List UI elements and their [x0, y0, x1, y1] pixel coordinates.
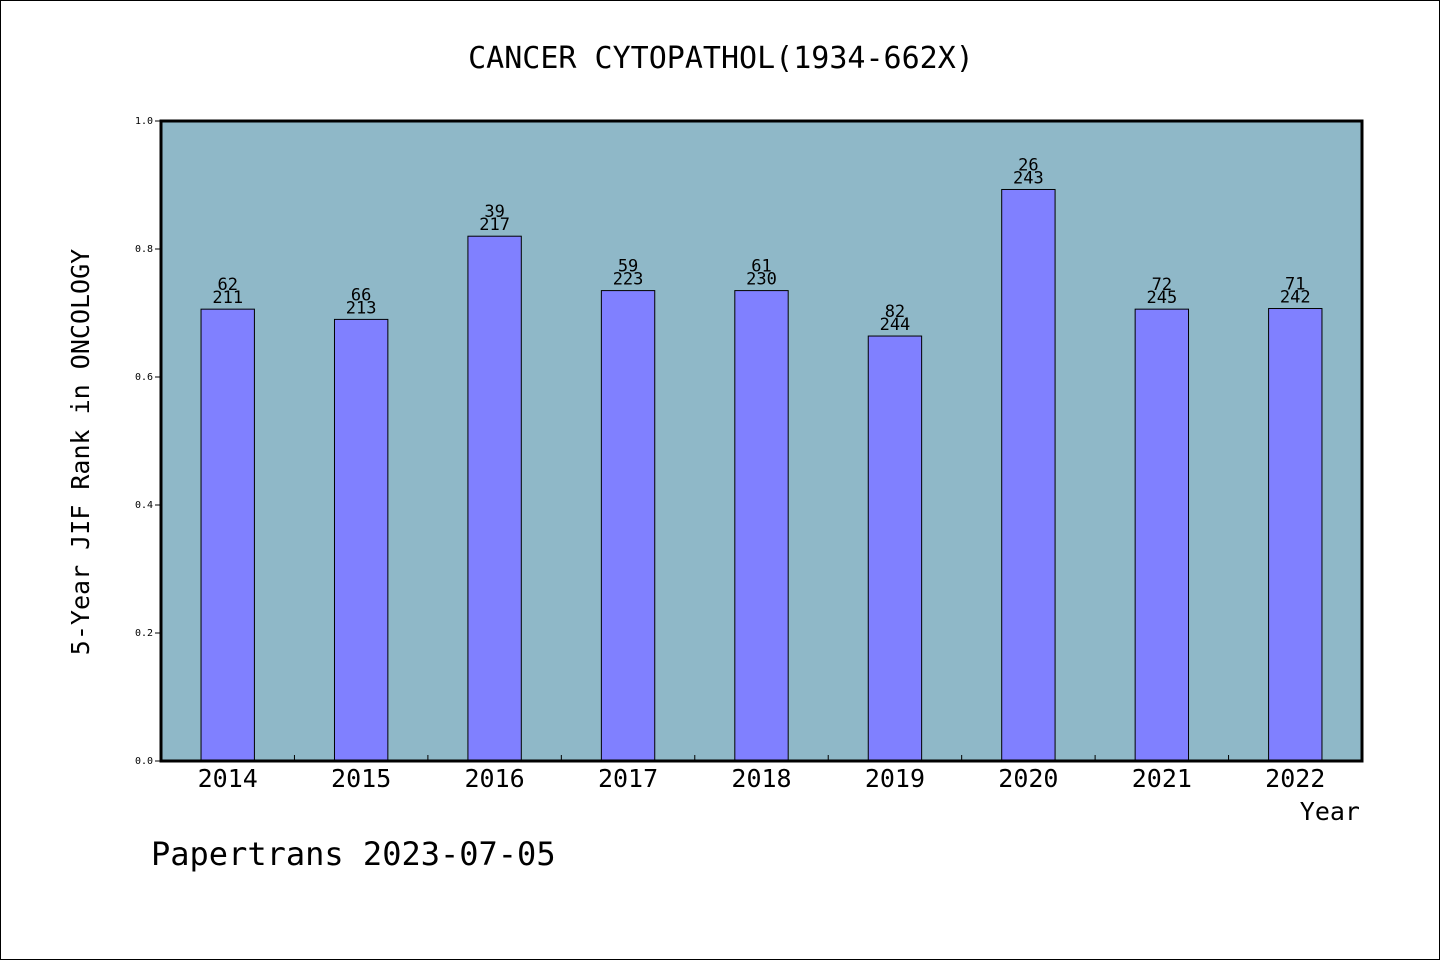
x-tick-label-2014: 2014	[198, 764, 258, 793]
y-axis: 0.0 0.2 0.4 0.6 0.8 1.0	[135, 116, 161, 767]
total-label-2021: 245	[1146, 288, 1177, 308]
rank-label-2019: 82	[885, 302, 905, 322]
x-tick-label-2016: 2016	[465, 764, 525, 793]
chart-title: CANCER CYTOPATHOL(1934-662X)	[468, 41, 974, 76]
y-tick-label: 0.2	[135, 628, 153, 639]
y-tick-label: 0.6	[135, 372, 153, 383]
x-tick-label-2022: 2022	[1265, 764, 1325, 793]
total-label-2014: 211	[212, 288, 243, 308]
plot-frame	[159, 119, 1364, 763]
rank-label-2016: 39	[484, 202, 504, 222]
x-axis: 2014 2015 2016 2017 2018 2019 2020 2021 2022	[198, 755, 1325, 793]
x-tick-label-2015: 2015	[331, 764, 391, 793]
bar-2022	[1268, 308, 1323, 762]
bar-2019	[867, 335, 923, 762]
y-tick-label: 0.4	[135, 500, 153, 511]
bar-2015	[333, 318, 389, 762]
x-axis-title: Year	[1300, 797, 1360, 826]
total-label-2016: 217	[479, 215, 510, 235]
bar-2020	[1001, 188, 1056, 762]
rank-label-2015: 66	[351, 285, 371, 305]
rank-label-2021: 72	[1152, 275, 1172, 295]
bar-2016	[467, 235, 522, 762]
rank-label-2022: 71	[1285, 275, 1305, 295]
x-tick-label-2020: 2020	[998, 764, 1058, 793]
rank-label-2017: 59	[618, 257, 638, 277]
total-label-2022: 242	[1280, 288, 1311, 308]
total-label-2017: 223	[613, 270, 644, 290]
x-tick-label-2019: 2019	[865, 764, 925, 793]
y-axis-title: 5-Year JIF Rank in ONCOLOGY	[66, 249, 95, 655]
bar-2018	[734, 290, 789, 762]
rank-label-2018: 61	[751, 257, 771, 277]
bar-2017	[600, 290, 656, 762]
total-label-2018: 230	[746, 270, 777, 290]
x-tick-label-2021: 2021	[1132, 764, 1192, 793]
y-tick-label: 0.8	[135, 244, 153, 255]
bar-2014	[200, 308, 255, 762]
total-label-2020: 243	[1013, 168, 1044, 188]
bar-2021	[1134, 308, 1190, 762]
y-tick-label: 1.0	[135, 116, 153, 127]
rank-label-2020: 26	[1018, 155, 1038, 175]
total-label-2019: 244	[880, 315, 911, 335]
rank-label-2014: 62	[217, 275, 237, 295]
watermark-text: Papertrans 2023-07-05	[151, 835, 556, 873]
total-label-2015: 213	[346, 298, 377, 318]
x-tick-label-2018: 2018	[731, 764, 791, 793]
y-tick-label: 0.0	[135, 756, 153, 767]
x-tick-label-2017: 2017	[598, 764, 658, 793]
bars-layer	[200, 188, 1323, 762]
